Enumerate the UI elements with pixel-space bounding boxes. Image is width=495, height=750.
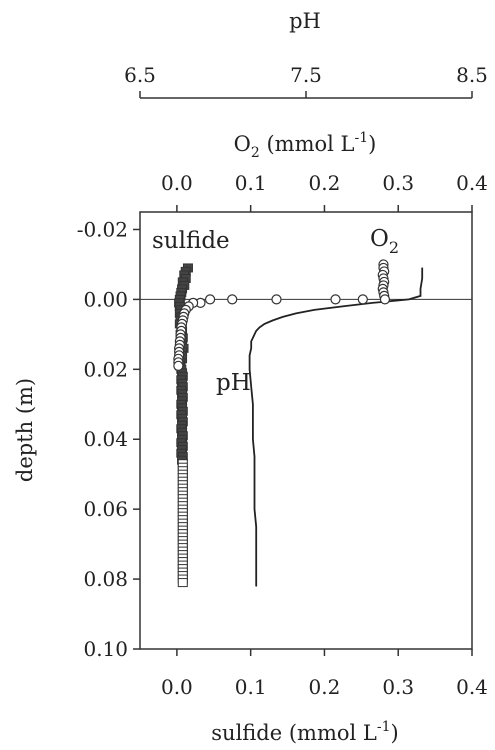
o2-axis-title-rest: (mmol L [260,132,355,156]
sulfide-axis-title-sup: -1 [377,719,391,735]
ph-tick-label: 7.5 [290,63,322,87]
depth-tick-label: 0.02 [83,357,128,381]
o2-series-label-main: O [370,226,389,252]
o2-axis-title-sup: -1 [354,130,368,146]
plot-frame [139,211,473,650]
o2-point [330,294,341,305]
ph-ticks: 6.5 7.5 8.5 [124,63,488,98]
series-ph [248,267,424,587]
o2-tick-label: 0.4 [456,171,488,195]
sulfide-axis: 0.0 0.1 0.2 0.3 0.4 sulfide (mmol L-1) [161,649,488,745]
ph-axis: pH 6.5 7.5 8.5 [124,9,488,99]
ph-tick-label: 8.5 [456,63,488,87]
o2-tick-label: 0.3 [382,171,414,195]
o2-axis-title-sub: 2 [251,145,260,161]
o2-axis-title-end: ) [368,132,376,156]
ph-axis-title: pH [289,9,321,33]
o2-ticks: 0.0 0.1 0.2 0.3 0.4 [161,171,488,212]
sulfide-ticks: 0.0 0.1 0.2 0.3 0.4 [161,649,488,699]
depth-tick-label: 0.04 [83,427,128,451]
sulfide-tick-label: 0.3 [382,675,414,699]
ph-series-label: pH [216,370,251,396]
depth-tick-label: -0.02 [77,217,128,241]
sulfide-tick-label: 0.2 [309,675,341,699]
depth-tick-label: 0.08 [83,567,128,591]
sulfide-tick-label: 0.0 [161,675,193,699]
sulfide-point [177,578,188,588]
depth-tick-label: 0.00 [83,287,128,311]
o2-point [204,294,216,305]
o2-series-label-sub: 2 [389,238,399,257]
depth-axis-title: depth (m) [13,378,37,482]
o2-series-label: O2 [370,226,399,257]
series-o2 [173,259,391,371]
sulfide-tick-label: 0.4 [456,675,488,699]
o2-point [227,294,238,305]
o2-point [357,294,368,305]
sulfide-tick-label: 0.1 [235,675,267,699]
ph-line [248,267,424,587]
sulfide-axis-title-main: sulfide (mmol L [211,721,377,745]
sulfide-axis-title: sulfide (mmol L-1) [211,719,398,745]
depth-ticks: -0.02 0.00 0.02 0.04 0.06 0.08 0.10 [77,217,140,661]
ph-tick-label: 6.5 [124,63,156,87]
o2-axis-title: O2 (mmol L-1) [234,130,377,161]
o2-point [271,294,282,305]
depth-axis: depth (m) -0.02 0.00 0.02 0.04 0.06 0.08 0.10 [13,217,140,661]
o2-axis: O2 (mmol L-1) 0.0 0.1 0.2 0.3 0.4 [161,130,488,212]
sulfide-axis-title-end: ) [391,721,399,745]
o2-axis-title-main: O [234,132,251,156]
depth-tick-label: 0.10 [83,637,128,661]
o2-point [173,360,184,371]
o2-point [379,294,391,305]
depth-tick-label: 0.06 [83,497,128,521]
o2-tick-label: 0.0 [161,171,193,195]
o2-tick-label: 0.1 [235,171,267,195]
o2-tick-label: 0.2 [309,171,341,195]
sulfide-series-label: sulfide [152,228,230,254]
